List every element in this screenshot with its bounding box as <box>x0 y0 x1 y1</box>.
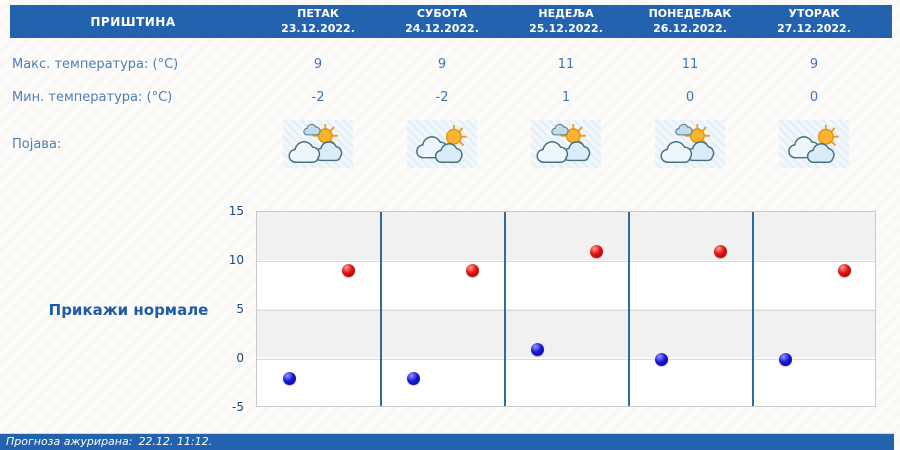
partly-cloudy-icon <box>287 123 349 165</box>
max-temp-value: 11 <box>681 57 699 72</box>
day-separator-line <box>628 212 630 406</box>
day-date: 26.12.2022. <box>653 21 727 35</box>
min-temp-value: -2 <box>435 90 449 105</box>
weather-icon-tile <box>655 120 725 168</box>
day-header-sunday: НЕДЕЉА 25.12.2022. <box>504 7 628 36</box>
partly-cloudy-icon <box>535 123 597 165</box>
weather-icon-tile <box>407 120 477 168</box>
day-date: 27.12.2022. <box>777 21 851 35</box>
weather-icon-tile <box>531 120 601 168</box>
weather-icon-tile <box>283 120 353 168</box>
day-header-saturday: СУБОТА 24.12.2022. <box>380 7 504 36</box>
chart-gridline <box>257 310 875 311</box>
day-date: 23.12.2022. <box>281 21 355 35</box>
max-temp-point <box>590 244 604 258</box>
updated-value: 22.12. 11:12. <box>138 435 213 448</box>
day-separator-line <box>380 212 382 406</box>
min-temp-value: 1 <box>561 90 571 105</box>
min-temp-point <box>655 352 669 366</box>
day-header-friday: ПЕТАК 23.12.2022. <box>256 7 380 36</box>
day-date: 25.12.2022. <box>529 21 603 35</box>
chart-gridline <box>257 359 875 360</box>
updated-label: Прогноза ажурирана: <box>6 435 133 448</box>
max-temp-point <box>342 264 356 278</box>
min-temp-value: 0 <box>685 90 695 105</box>
max-temp-point <box>838 264 852 278</box>
weather-icon-tile <box>779 120 849 168</box>
min-temp-point <box>283 372 297 386</box>
partly-cloudy-icon <box>411 123 473 165</box>
day-name: ПЕТАК <box>297 7 339 21</box>
min-temp-point <box>407 372 421 386</box>
max-temp-point <box>466 264 480 278</box>
max-temp-value: 9 <box>809 57 819 72</box>
max-temp-value: 9 <box>437 57 447 72</box>
chart-y-axis: 15 10 5 0 -5 <box>218 204 250 414</box>
max-temp-point <box>714 244 728 258</box>
chart-plot <box>256 211 876 407</box>
min-temp-point <box>779 352 793 366</box>
appearance-label: Појава: <box>12 136 62 152</box>
max-temp-label: Макс. температура: (°C) <box>12 57 179 72</box>
y-axis-tick-label: 10 <box>228 253 244 267</box>
partly-cloudy-icon <box>783 123 845 165</box>
location-title: ПРИШТИНА <box>90 14 176 29</box>
day-separator-line <box>504 212 506 406</box>
y-axis-tick-label: 5 <box>236 302 244 316</box>
y-axis-tick-label: 0 <box>236 351 244 365</box>
show-normals-link[interactable]: Прикажи нормале <box>48 301 209 319</box>
y-axis-tick-label: 15 <box>228 204 244 218</box>
day-name: СУБОТА <box>416 7 468 21</box>
partly-cloudy-icon <box>659 123 721 165</box>
max-temp-value: 11 <box>557 57 575 72</box>
min-temp-value: -2 <box>311 90 325 105</box>
min-temp-row: Мин. температура: (°C) -2 -2 1 0 0 <box>10 84 892 111</box>
day-separator-line <box>752 212 754 406</box>
chart-gridline <box>257 261 875 262</box>
day-name: ПОНЕДЕЉАК <box>648 7 732 21</box>
min-temp-point <box>531 342 545 356</box>
max-temp-value: 9 <box>313 57 323 72</box>
footer-status-bar: Прогноза ажурирана: 22.12. 11:12. <box>0 433 894 450</box>
max-temp-row: Макс. температура: (°C) 9 9 11 11 9 <box>10 51 892 78</box>
min-temp-value: 0 <box>809 90 819 105</box>
day-header-monday: ПОНЕДЕЉАК 26.12.2022. <box>628 7 752 36</box>
day-date: 24.12.2022. <box>405 21 479 35</box>
day-header-tuesday: УТОРАК 27.12.2022. <box>752 7 876 36</box>
min-temp-label: Мин. температура: (°C) <box>12 90 173 105</box>
day-name: НЕДЕЉА <box>538 7 594 21</box>
table-header-row: ПРИШТИНА ПЕТАК 23.12.2022. СУБОТА 24.12.… <box>10 5 892 38</box>
appearance-row: Појава: <box>10 116 892 172</box>
y-axis-tick-label: -5 <box>232 400 244 414</box>
day-name: УТОРАК <box>788 7 840 21</box>
